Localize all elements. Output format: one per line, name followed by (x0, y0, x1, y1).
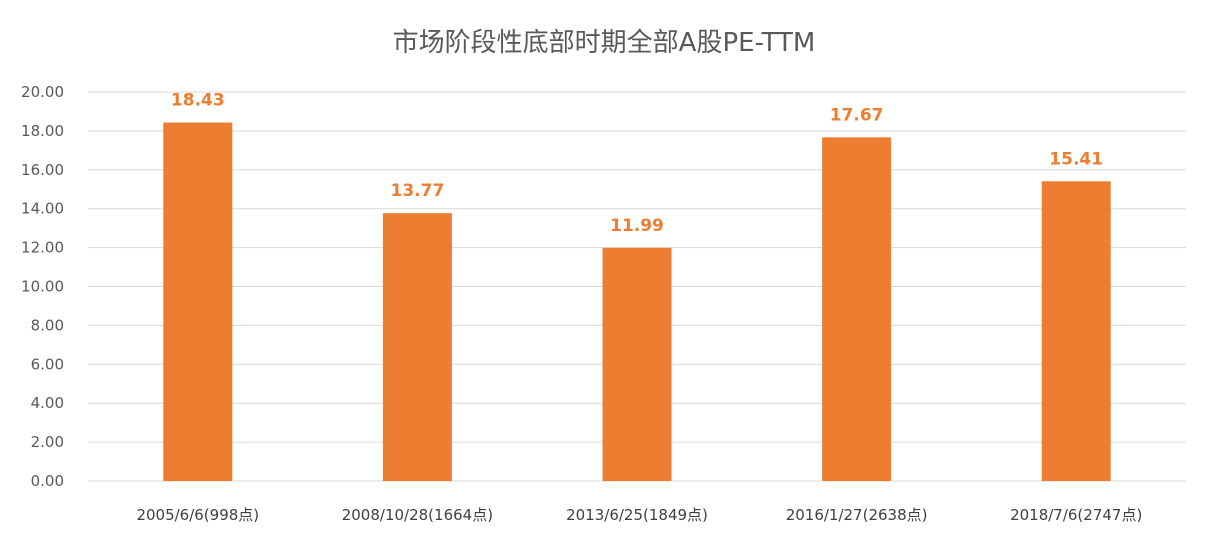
x-category-label: 2013/6/25(1849点) (566, 506, 708, 524)
y-tick-label: 20.00 (21, 83, 64, 101)
y-tick-label: 18.00 (21, 122, 64, 140)
y-tick-label: 0.00 (31, 472, 64, 490)
bar-value-label: 13.77 (391, 181, 445, 201)
y-tick-label: 2.00 (31, 433, 64, 451)
bars (163, 122, 1111, 482)
x-category-label: 2005/6/6(998点) (136, 506, 259, 524)
y-tick-label: 10.00 (21, 278, 64, 296)
y-tick-label: 6.00 (31, 355, 64, 373)
y-tick-label: 14.00 (21, 200, 64, 218)
bar-value-label: 11.99 (610, 216, 664, 236)
value-labels: 18.43 13.77 11.99 17.67 15.41 (171, 91, 1103, 236)
bar-value-label: 18.43 (171, 91, 225, 111)
bar (163, 122, 233, 481)
x-category-label: 2016/1/27(2638点) (786, 506, 928, 524)
x-axis-labels: 2005/6/6(998点) 2008/10/28(1664点) 2013/6/25… (136, 506, 1142, 524)
bar-value-label: 17.67 (830, 105, 884, 125)
bar (602, 247, 672, 481)
y-tick-label: 4.00 (31, 394, 64, 412)
bar (382, 213, 452, 481)
bar (1041, 181, 1111, 481)
x-category-label: 2018/7/6(2747点) (1010, 506, 1142, 524)
x-category-label: 2008/10/28(1664点) (342, 506, 493, 524)
y-axis-ticks: 0.00 2.00 4.00 6.00 8.00 10.00 12.00 14.00 16.00… (21, 83, 64, 490)
chart-title: 市场阶段性底部时期全部A股PE-TTM (392, 28, 816, 58)
bar-value-label: 15.41 (1049, 149, 1103, 169)
y-tick-label: 12.00 (21, 239, 64, 257)
bar (822, 137, 892, 482)
y-tick-label: 8.00 (31, 316, 64, 334)
y-tick-label: 16.00 (21, 161, 64, 179)
